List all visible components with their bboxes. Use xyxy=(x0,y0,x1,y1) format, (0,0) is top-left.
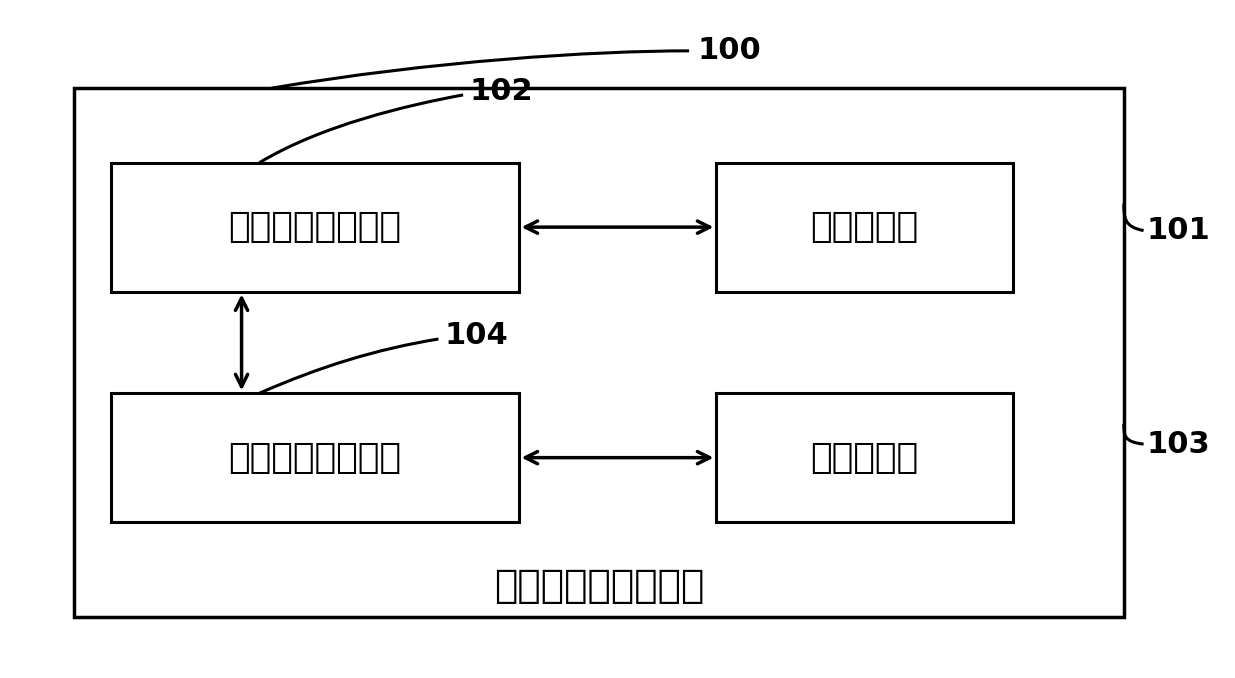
Text: 双电机同步控制系统: 双电机同步控制系统 xyxy=(494,567,704,605)
Text: 103: 103 xyxy=(1146,430,1210,458)
Bar xyxy=(111,393,519,522)
Bar xyxy=(716,163,1013,292)
Text: 第二轴电机驱动器: 第二轴电机驱动器 xyxy=(228,441,401,475)
Text: 104: 104 xyxy=(445,321,509,350)
Bar xyxy=(111,163,519,292)
Text: 102: 102 xyxy=(469,77,534,106)
Bar xyxy=(716,393,1013,522)
Text: 第一轴电机: 第一轴电机 xyxy=(810,210,919,244)
Text: 第一轴电机驱动器: 第一轴电机驱动器 xyxy=(228,210,401,244)
Text: 101: 101 xyxy=(1146,216,1210,245)
Text: 第二轴电机: 第二轴电机 xyxy=(810,441,919,475)
Text: 100: 100 xyxy=(698,37,762,65)
Bar xyxy=(74,88,1124,617)
